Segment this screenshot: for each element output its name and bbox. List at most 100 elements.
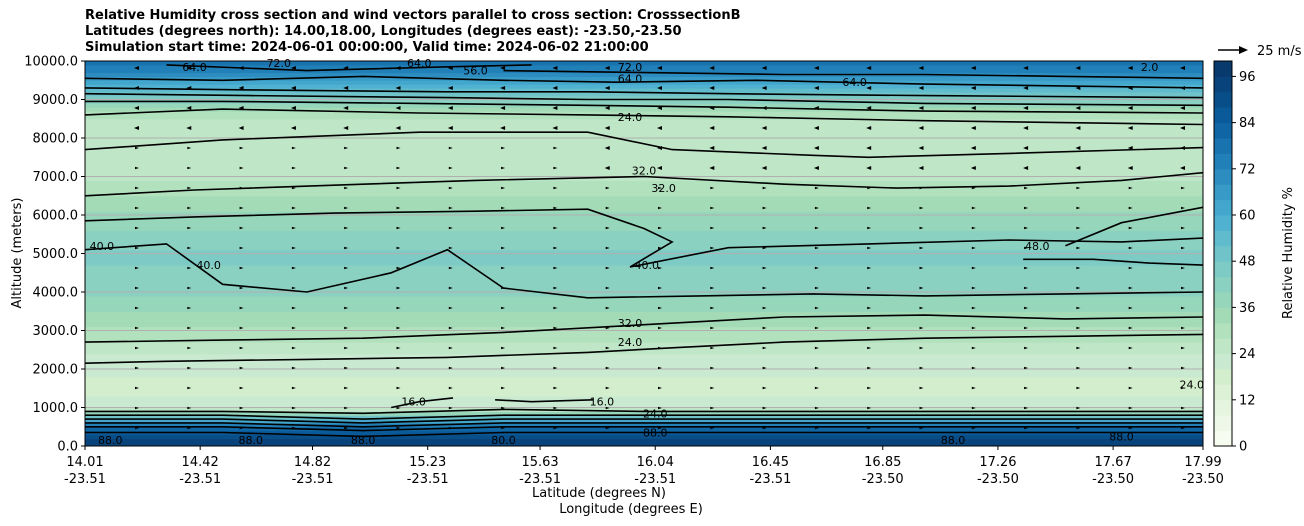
wind-vector <box>970 166 976 170</box>
wind-vector <box>501 386 506 390</box>
wind-vector <box>762 386 767 390</box>
wind-vector <box>971 346 976 350</box>
wind-vector <box>866 166 872 170</box>
wind-vector <box>762 286 767 290</box>
wind-vector <box>396 366 401 370</box>
wind-vector <box>919 386 924 390</box>
wind-vector <box>658 366 662 370</box>
wind-vector <box>501 346 506 350</box>
rh-contours <box>85 64 1203 438</box>
rh-band <box>85 415 1203 420</box>
colorbar-segment <box>1214 215 1232 231</box>
wind-vector <box>552 126 558 130</box>
rh-band <box>85 207 1203 212</box>
colorbar-segment <box>1214 338 1232 355</box>
wind-vector <box>290 86 296 90</box>
wind-vector <box>291 146 296 150</box>
rh-band <box>85 342 1203 347</box>
wind-vector <box>1233 407 1237 410</box>
rh-band <box>85 384 1203 389</box>
rh-band <box>85 241 1203 247</box>
rh-band <box>85 149 1203 154</box>
wind-vector <box>553 286 558 290</box>
wind-vector <box>344 206 349 210</box>
wind-vector <box>971 366 976 370</box>
wind-vector <box>970 66 976 70</box>
wind-vector <box>448 406 453 410</box>
contour-label: 88.0 <box>238 434 263 447</box>
wind-vector <box>396 186 401 190</box>
colorbar-segment <box>1214 292 1232 308</box>
rh-band <box>85 84 1203 89</box>
wind-vector <box>447 106 453 110</box>
rh-band <box>85 361 1203 366</box>
wind-vector <box>501 226 506 230</box>
contour-label: 24.0 <box>618 336 643 349</box>
wind-vector <box>291 346 296 350</box>
wind-vector <box>918 106 924 110</box>
rh-band <box>85 330 1203 335</box>
contour-label: 72.0 <box>618 61 643 74</box>
contour-label: 40.0 <box>196 259 221 272</box>
wind-vector <box>1075 166 1081 170</box>
wind-vector <box>1180 106 1185 110</box>
wind-vector <box>1128 206 1133 210</box>
contour-label: 80.0 <box>491 434 516 447</box>
y-tick-label: 6000.0 <box>33 209 79 224</box>
wind-vector <box>291 366 296 370</box>
wind-vector <box>605 286 610 290</box>
wind-vector <box>447 126 453 130</box>
contour-label: 32.0 <box>632 165 657 178</box>
rh-band <box>85 188 1203 193</box>
wind-vector <box>867 406 872 410</box>
wind-vector <box>866 66 872 70</box>
wind-vector <box>448 186 453 190</box>
wind-vector <box>919 366 924 370</box>
rh-band <box>85 334 1203 339</box>
wind-vector <box>1024 286 1029 290</box>
colorbar-segment <box>1214 399 1232 416</box>
wind-vector <box>239 206 244 210</box>
contour-line-88 <box>85 431 1203 438</box>
contour-label: 88.0 <box>941 434 966 447</box>
wind-vector <box>1076 366 1081 370</box>
wind-vector <box>238 126 244 130</box>
wind-vector <box>187 226 192 230</box>
wind-vector <box>344 306 349 310</box>
wind-vector <box>1233 427 1237 430</box>
rh-band <box>85 380 1203 385</box>
contour-label: 88.0 <box>643 427 668 440</box>
wind-vector <box>186 66 192 70</box>
wind-vector <box>658 246 662 250</box>
wind-vector <box>448 346 453 350</box>
wind-vector <box>187 266 192 270</box>
rh-band <box>85 395 1203 401</box>
wind-vector <box>448 366 453 370</box>
wind-vector <box>1181 226 1185 230</box>
wind-vector <box>187 326 192 330</box>
x-tick-label-lon: -23.51 <box>519 472 561 487</box>
rh-band <box>85 91 1203 97</box>
wind-vector <box>762 306 767 310</box>
wind-vector <box>135 146 139 150</box>
y-axis: 0.0 1000.0 2000.0 3000.0 4000.0 5000.0 6000.0 7… <box>24 55 85 455</box>
contour-line-56 <box>85 418 1203 424</box>
x-tick-label-lon: -23.50 <box>1182 472 1224 487</box>
colorbar-segment <box>1214 184 1232 201</box>
x-tick-label-lon: -23.50 <box>862 472 904 487</box>
wind-vector <box>971 286 976 290</box>
wind-vector <box>239 366 244 370</box>
rh-band <box>85 184 1203 189</box>
wind-vector <box>1232 86 1237 90</box>
rh-band <box>85 249 1203 255</box>
wind-vector <box>762 366 767 370</box>
rh-band <box>85 68 1203 74</box>
wind-vector <box>135 186 139 190</box>
wind-vector <box>1076 406 1081 410</box>
wind-vector <box>396 246 401 250</box>
wind-vector <box>553 206 558 210</box>
wind-vector <box>135 286 139 290</box>
x-tick-label-lat: 16.85 <box>864 455 901 470</box>
rh-band <box>85 234 1203 239</box>
wind-vector <box>344 326 349 330</box>
